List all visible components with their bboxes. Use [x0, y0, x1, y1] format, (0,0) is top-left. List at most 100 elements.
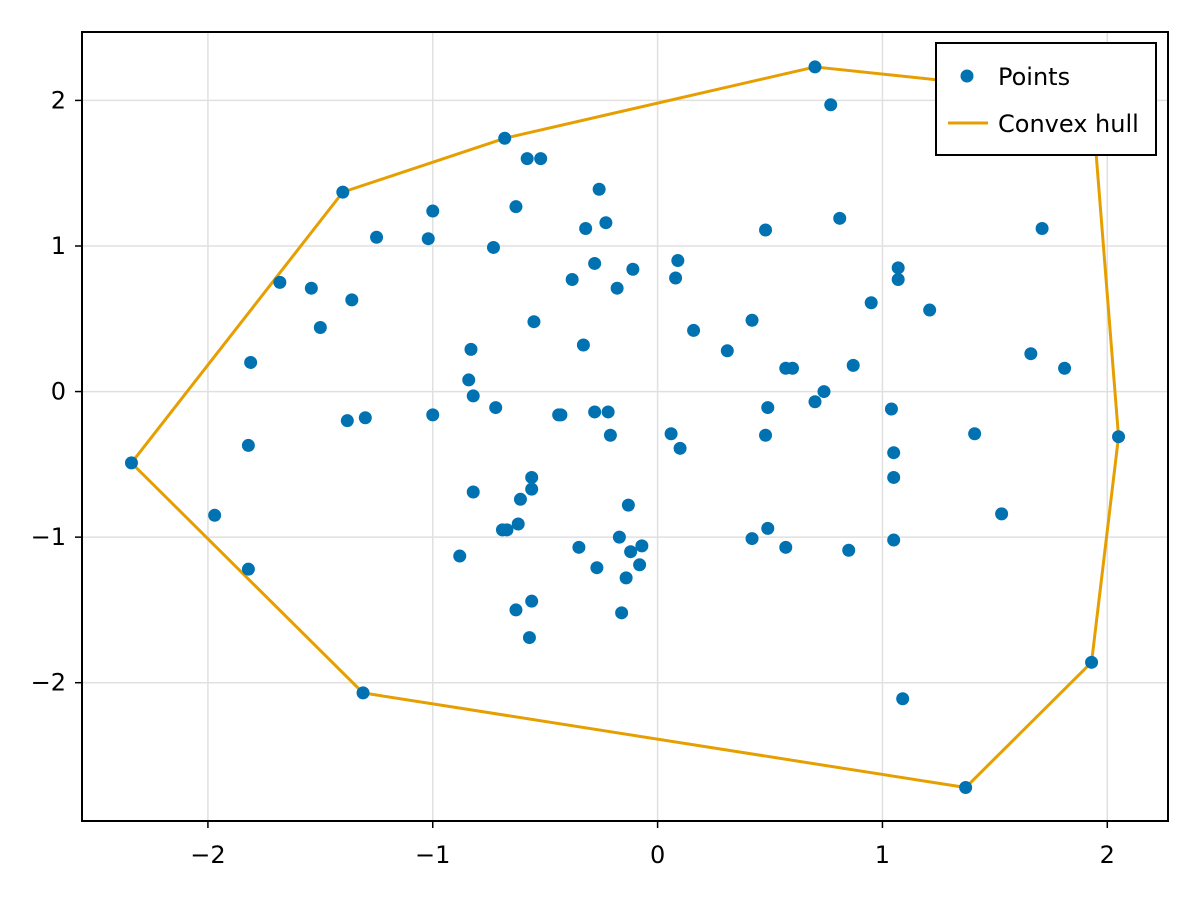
data-point: [486, 240, 500, 254]
y-tick-label: −1: [31, 523, 66, 551]
data-point: [509, 603, 523, 617]
data-point: [1035, 222, 1049, 236]
data-point: [673, 441, 687, 455]
y-tick-label: −2: [31, 669, 66, 697]
data-point: [759, 428, 773, 442]
data-point: [466, 389, 480, 403]
data-point: [208, 508, 222, 522]
data-point: [588, 256, 602, 270]
data-point: [779, 540, 793, 554]
data-point: [304, 281, 318, 295]
data-point: [884, 402, 898, 416]
data-point: [864, 296, 878, 310]
legend-box: [935, 42, 1157, 156]
data-point: [421, 232, 435, 246]
data-point: [345, 293, 359, 307]
data-point: [599, 216, 613, 230]
data-point: [671, 254, 685, 268]
data-point: [356, 686, 370, 700]
x-axis: −2 −1 0 1 2: [190, 821, 1115, 869]
x-tick-label: −1: [415, 841, 450, 869]
data-point: [761, 401, 775, 415]
data-point: [511, 517, 525, 531]
data-point: [817, 385, 831, 399]
data-point: [759, 223, 773, 237]
data-point: [619, 571, 633, 585]
data-point: [1058, 361, 1072, 375]
data-point: [340, 414, 354, 428]
data-point: [525, 470, 539, 484]
data-point: [522, 631, 536, 645]
x-tick-label: 0: [650, 841, 665, 869]
plot-area-frame: [81, 31, 1169, 822]
data-point: [887, 470, 901, 484]
data-point: [590, 561, 604, 575]
y-tick-label: 1: [51, 232, 66, 260]
data-point: [808, 395, 822, 409]
data-point: [244, 355, 258, 369]
data-point: [576, 338, 590, 352]
data-point: [896, 692, 910, 706]
x-tick-label: 1: [875, 841, 890, 869]
legend: Points Convex hull: [935, 42, 1157, 156]
data-point: [923, 303, 937, 317]
data-point: [500, 523, 514, 537]
data-point: [968, 427, 982, 441]
data-point: [498, 131, 512, 145]
data-point: [612, 530, 626, 544]
data-point: [426, 204, 440, 218]
data-point: [720, 344, 734, 358]
y-tick-label: 2: [51, 86, 66, 114]
y-tick-label: 0: [51, 378, 66, 406]
data-point: [313, 321, 327, 335]
data-point: [509, 200, 523, 214]
data-point: [833, 211, 847, 225]
data-point: [601, 405, 615, 419]
data-point: [959, 781, 973, 795]
data-point: [603, 428, 617, 442]
data-point: [572, 540, 586, 554]
data-point: [520, 152, 534, 166]
data-point: [1024, 347, 1038, 361]
data-point: [891, 261, 905, 275]
data-point: [124, 456, 138, 470]
data-point: [621, 498, 635, 512]
hull-series: [129, 65, 1121, 790]
legend-label-hull: Convex hull: [998, 110, 1139, 138]
data-point: [635, 539, 649, 553]
data-point: [846, 358, 860, 372]
legend-label-points: Points: [998, 63, 1070, 91]
legend-marker-points: [960, 69, 974, 83]
data-point: [891, 272, 905, 286]
data-point: [554, 408, 568, 422]
data-point: [786, 361, 800, 375]
data-point: [453, 549, 467, 563]
data-point: [745, 313, 759, 327]
data-point: [745, 532, 759, 546]
data-point: [1085, 655, 1099, 669]
data-point: [615, 606, 629, 620]
data-point: [664, 427, 678, 441]
data-point: [610, 281, 624, 295]
data-point: [669, 271, 683, 285]
data-point: [489, 401, 503, 415]
hull-line: [129, 65, 1121, 790]
data-point: [513, 492, 527, 506]
points-series: [124, 60, 1126, 795]
data-point: [464, 342, 478, 356]
data-point: [626, 262, 640, 276]
data-point: [241, 562, 255, 576]
data-point: [525, 482, 539, 496]
data-point: [466, 485, 480, 499]
data-point: [241, 438, 255, 452]
data-point: [462, 373, 476, 387]
data-point: [426, 408, 440, 422]
data-point: [824, 98, 838, 112]
data-point: [565, 272, 579, 286]
data-point: [995, 507, 1009, 521]
data-point: [887, 446, 901, 460]
data-point: [579, 222, 593, 236]
data-point: [633, 558, 647, 572]
data-point: [336, 185, 350, 199]
